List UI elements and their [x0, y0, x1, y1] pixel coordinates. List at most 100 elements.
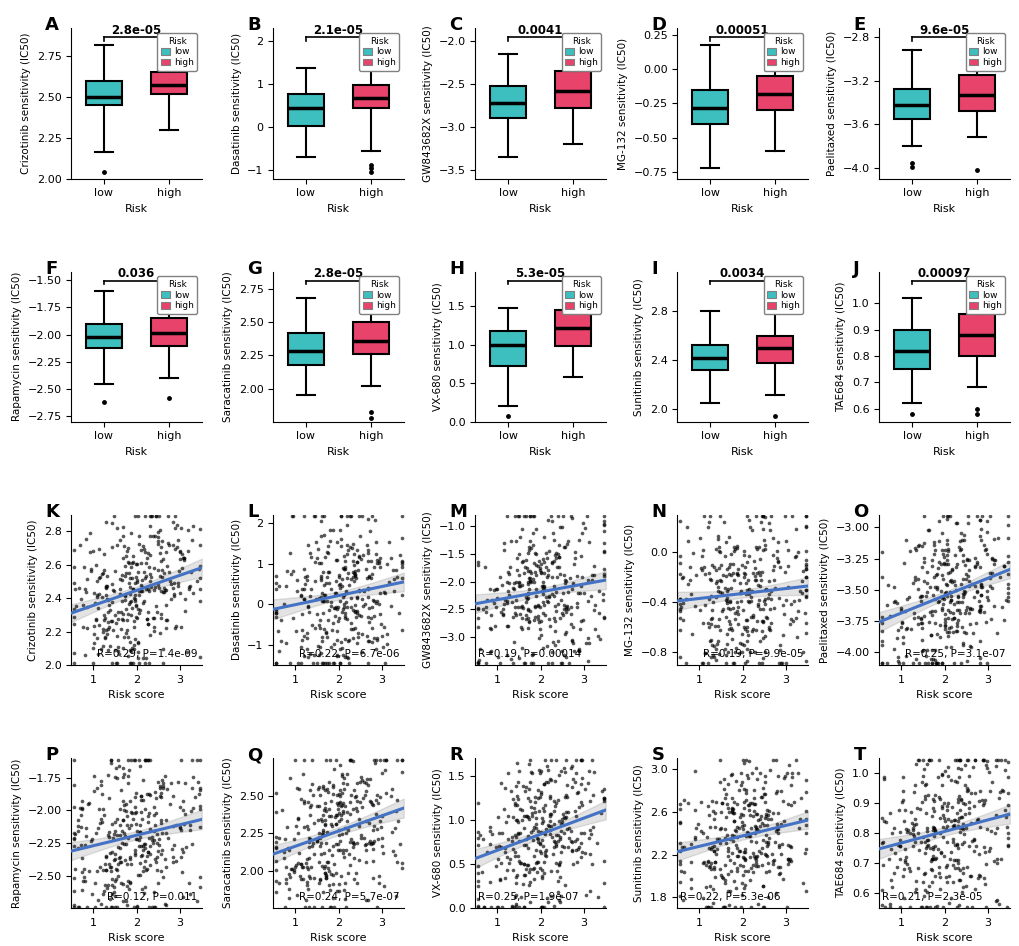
Y-axis label: Dasatinib sensitivity (IC50): Dasatinib sensitivity (IC50) [231, 519, 242, 660]
Point [334, 843, 351, 858]
Point [687, 763, 703, 779]
Point [944, 875, 960, 890]
Point [129, 564, 146, 579]
Point [674, 569, 690, 585]
Y-axis label: Paelitaxed sensitivity (IC50): Paelitaxed sensitivity (IC50) [819, 517, 829, 662]
Point [580, 593, 596, 608]
Point [793, 573, 809, 588]
Point [176, 552, 193, 568]
Point [688, 568, 704, 583]
Point [894, 795, 910, 810]
Point [371, 875, 387, 890]
Point [545, 611, 561, 626]
Point [726, 539, 742, 554]
Point [524, 808, 540, 823]
Point [309, 639, 325, 654]
Point [335, 850, 352, 865]
Text: J: J [853, 259, 859, 277]
Point [342, 616, 359, 631]
Point [366, 593, 382, 608]
Point [938, 542, 955, 557]
Point [545, 588, 561, 604]
Point [927, 582, 944, 597]
Point [128, 832, 145, 847]
PathPatch shape [86, 324, 122, 348]
Point [361, 835, 377, 850]
Point [337, 842, 354, 857]
Point [720, 622, 737, 637]
Point [754, 509, 770, 524]
Point [770, 866, 787, 881]
Point [503, 833, 520, 849]
Point [557, 805, 574, 820]
Point [559, 805, 576, 820]
Point [278, 819, 294, 834]
Point [345, 574, 362, 589]
Point [729, 567, 745, 582]
Point [741, 829, 757, 844]
Point [346, 621, 363, 636]
Point [671, 835, 687, 850]
Point [192, 537, 208, 552]
Point [769, 534, 786, 550]
Point [754, 542, 770, 557]
Point [109, 656, 125, 671]
Point [140, 752, 156, 767]
Point [970, 656, 986, 671]
Point [742, 860, 758, 875]
Point [113, 604, 129, 620]
Point [705, 882, 721, 897]
Point [895, 656, 911, 671]
Point [507, 876, 524, 891]
Point [981, 823, 998, 838]
Point [116, 568, 132, 583]
Point [936, 612, 953, 627]
Point [929, 841, 946, 856]
Point [339, 804, 356, 819]
Point [126, 848, 143, 863]
Point [192, 570, 208, 586]
Point [920, 879, 936, 894]
Point [717, 786, 734, 801]
Point [340, 656, 357, 671]
Point [328, 648, 344, 663]
Point [718, 626, 735, 641]
Point [762, 812, 779, 827]
Point [545, 833, 561, 849]
Point [695, 559, 711, 574]
Point [936, 615, 953, 630]
Point [559, 656, 576, 671]
Point [364, 634, 380, 649]
Point [65, 560, 82, 575]
Point [742, 610, 758, 625]
Point [491, 871, 507, 886]
Point [720, 898, 737, 913]
Point [954, 821, 970, 836]
Point [307, 554, 323, 569]
Point [968, 509, 984, 524]
Point [276, 832, 292, 847]
Point [727, 541, 743, 556]
Point [958, 780, 974, 796]
Point [267, 656, 283, 671]
Point [290, 826, 307, 841]
Point [557, 787, 574, 802]
Point [595, 544, 611, 559]
Y-axis label: VX-680 sensitivity (IC50): VX-680 sensitivity (IC50) [432, 282, 442, 412]
Point [154, 534, 170, 549]
Point [551, 869, 568, 885]
Point [719, 805, 736, 820]
Point [711, 861, 728, 876]
Point [192, 582, 208, 597]
Point [535, 598, 551, 613]
Point [118, 878, 135, 893]
Point [942, 593, 958, 608]
Point [679, 534, 695, 549]
Point [125, 656, 142, 671]
Point [995, 612, 1011, 627]
Point [937, 874, 954, 889]
Point [364, 567, 380, 582]
Point [192, 559, 208, 574]
Point [882, 841, 899, 856]
Point [561, 761, 578, 776]
